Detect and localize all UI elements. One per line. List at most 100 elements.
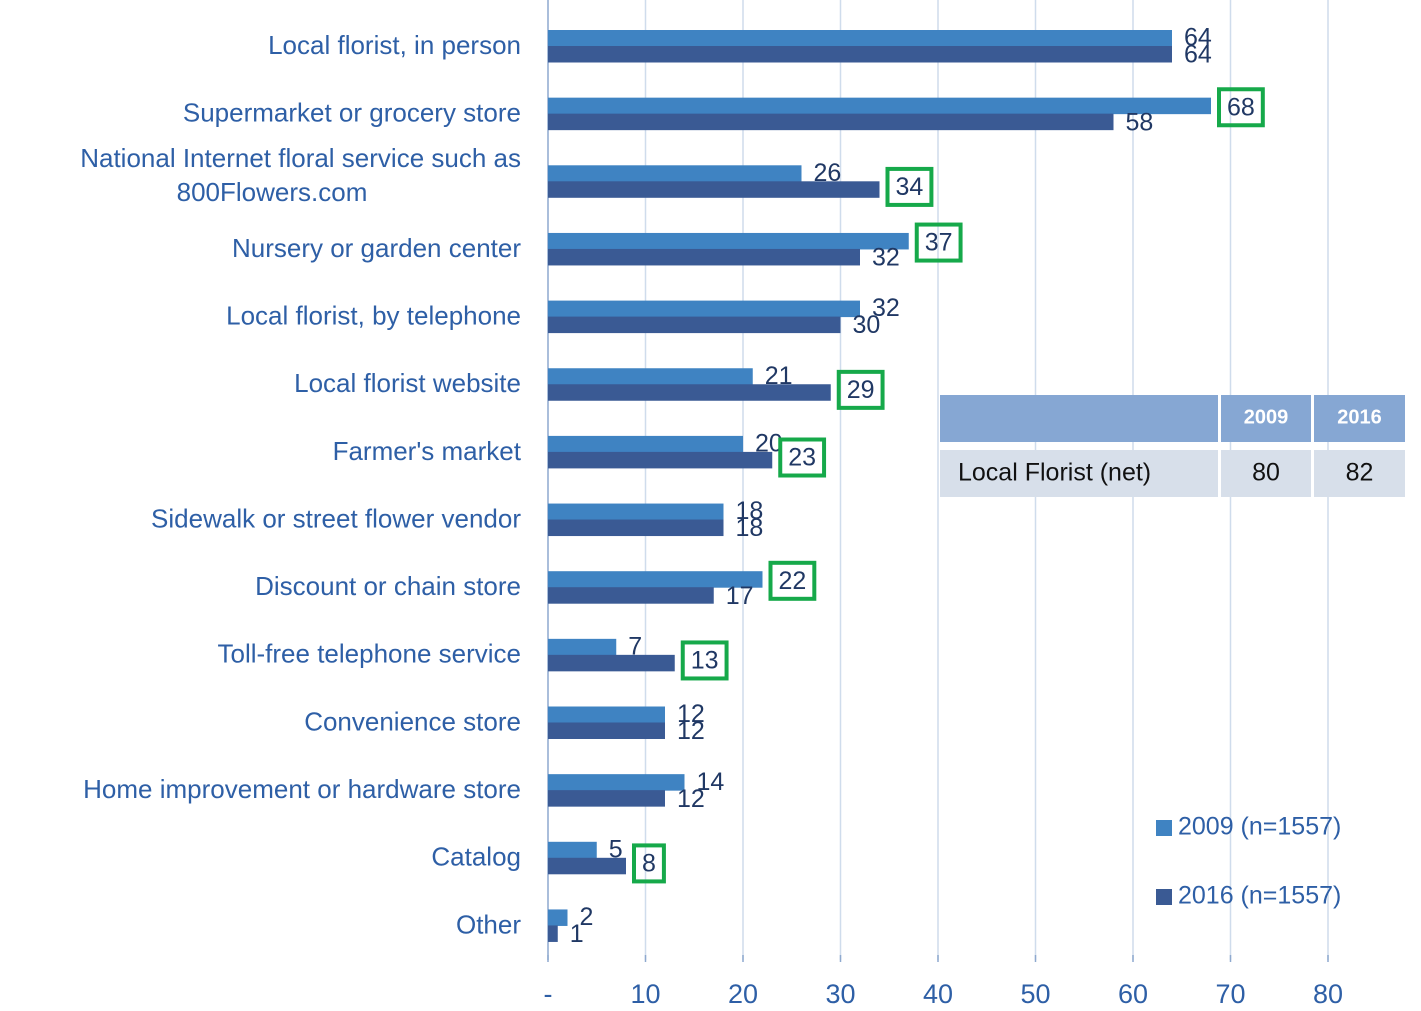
highlight-box xyxy=(680,640,729,681)
highlight-box xyxy=(914,222,963,263)
value-label: 32 xyxy=(872,244,900,272)
bar xyxy=(548,638,617,656)
value-label: 34 xyxy=(896,173,924,201)
value-label: 37 xyxy=(925,229,953,257)
value-label: 8 xyxy=(642,849,656,877)
category-label: Toll-free telephone service xyxy=(218,639,522,669)
highlight-box xyxy=(885,166,934,207)
x-tick-label: 70 xyxy=(1215,979,1245,1009)
bar xyxy=(548,316,841,334)
highlight-box xyxy=(778,437,827,478)
highlight-box xyxy=(836,369,885,410)
bar xyxy=(548,790,665,807)
table-header-bg xyxy=(940,395,1218,442)
category-label: Discount or chain store xyxy=(255,571,521,601)
table-cell-text: 82 xyxy=(1346,459,1374,487)
category-label: Other xyxy=(456,909,521,939)
bar xyxy=(548,706,665,723)
highlight-box xyxy=(768,560,817,601)
value-label: 14 xyxy=(697,768,725,796)
bar xyxy=(548,519,724,537)
value-label: 64 xyxy=(1184,41,1212,69)
category-label: Supermarket or grocery store xyxy=(183,98,521,128)
bar xyxy=(548,451,773,469)
bar xyxy=(548,165,802,182)
value-label: 68 xyxy=(1227,93,1255,121)
bar xyxy=(548,925,558,942)
value-label: 13 xyxy=(691,646,719,674)
value-label: 22 xyxy=(779,567,807,595)
value-label: 18 xyxy=(736,514,764,542)
category-label: Sidewalk or street flower vendor xyxy=(151,503,521,533)
bar xyxy=(548,384,831,401)
value-label: 1 xyxy=(570,920,584,948)
table-cell xyxy=(940,450,1218,497)
category-label: Local florist, in person xyxy=(268,30,521,60)
bar xyxy=(548,857,626,875)
x-tick-label: 20 xyxy=(728,979,758,1009)
value-label: 64 xyxy=(1184,24,1212,52)
x-tick-label: 40 xyxy=(923,979,953,1009)
bar xyxy=(548,300,860,318)
bar xyxy=(548,97,1211,115)
value-label: 58 xyxy=(1126,108,1154,136)
bar xyxy=(548,571,763,588)
value-label: 18 xyxy=(736,497,764,525)
bar xyxy=(548,774,685,791)
category-label: Home improvement or hardware store xyxy=(83,774,521,804)
value-label: 7 xyxy=(628,632,642,660)
bar xyxy=(548,587,714,604)
value-label: 5 xyxy=(609,835,623,863)
category-label: Nursery or garden center xyxy=(232,233,521,263)
category-label: Convenience store xyxy=(304,706,521,736)
category-label: National Internet floral service such as xyxy=(80,143,521,173)
value-label: 17 xyxy=(726,582,754,610)
x-tick-label: 30 xyxy=(825,979,855,1009)
table-cell xyxy=(1221,450,1311,497)
x-tick-label: 80 xyxy=(1313,979,1343,1009)
table-cell xyxy=(1314,450,1405,497)
category-label: Farmer's market xyxy=(333,436,522,466)
legend-label: 2016 (n=1557) xyxy=(1178,882,1341,910)
bar xyxy=(548,909,568,926)
category-label: 800Flowers.com xyxy=(177,177,368,207)
value-label: 12 xyxy=(677,700,705,728)
table-cell-text: Local Florist (net) xyxy=(958,459,1151,487)
x-tick-label: 50 xyxy=(1020,979,1050,1009)
category-label: Catalog xyxy=(431,842,521,872)
table-header: 2009 xyxy=(1244,406,1289,428)
legend-swatch xyxy=(1156,889,1172,905)
bar xyxy=(548,503,724,521)
value-label: 12 xyxy=(677,785,705,813)
category-label: Local florist website xyxy=(294,368,521,398)
table-header: 2016 xyxy=(1337,406,1382,428)
table-cell-text: 80 xyxy=(1252,459,1280,487)
value-label: 30 xyxy=(853,311,881,339)
bar xyxy=(548,232,909,250)
bar xyxy=(548,368,753,385)
x-tick-label: 10 xyxy=(630,979,660,1009)
value-label: 2 xyxy=(580,903,594,931)
highlight-box xyxy=(632,843,666,884)
table-header-cell xyxy=(1221,395,1311,442)
bar xyxy=(548,30,1172,47)
bar xyxy=(548,435,743,453)
legend-swatch xyxy=(1156,820,1172,836)
x-tick-label: - xyxy=(544,979,553,1009)
bar xyxy=(548,46,1172,63)
value-label: 32 xyxy=(872,294,900,322)
table-header-cell xyxy=(1314,395,1405,442)
value-label: 29 xyxy=(847,376,875,404)
value-label: 23 xyxy=(788,444,816,472)
bar xyxy=(548,841,597,859)
bar xyxy=(548,181,880,198)
category-label: Local florist, by telephone xyxy=(226,300,521,330)
value-label: 12 xyxy=(677,717,705,745)
highlight-box xyxy=(1217,87,1265,128)
bar xyxy=(548,722,665,739)
bar xyxy=(548,113,1114,131)
bar xyxy=(548,654,675,672)
legend-label: 2009 (n=1557) xyxy=(1178,813,1341,841)
bar xyxy=(548,248,860,266)
